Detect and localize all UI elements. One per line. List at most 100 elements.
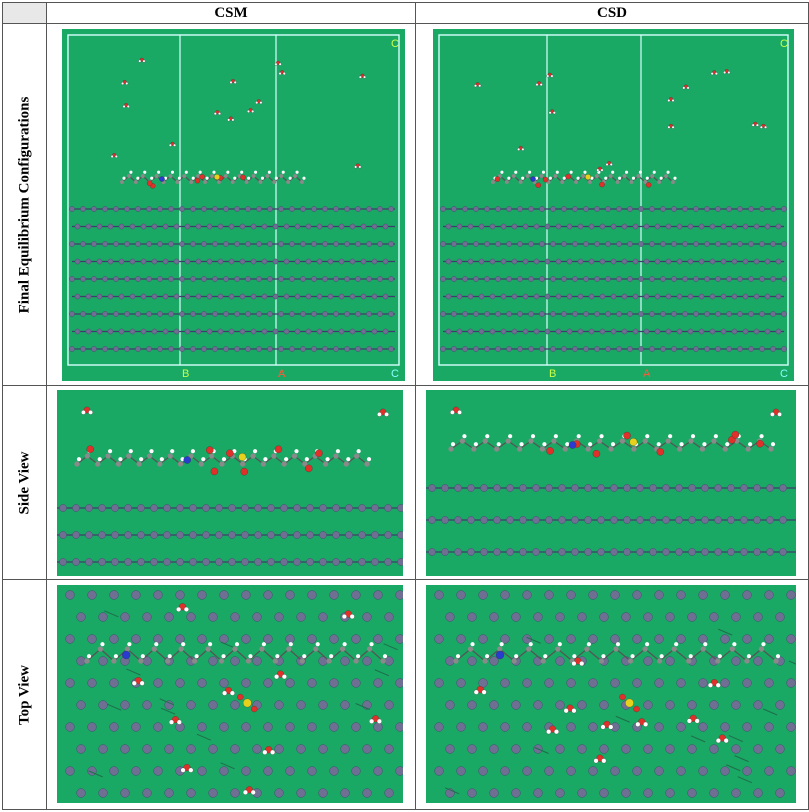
surface-atom [550, 241, 556, 247]
hydrogen-atom [114, 155, 118, 158]
surface-atom [533, 223, 540, 230]
hydrogen-atom [159, 457, 164, 462]
surface-atom [533, 293, 540, 300]
surface-atom [517, 276, 523, 282]
surface-atom [263, 722, 273, 732]
surface-atom [87, 722, 97, 732]
carbon-atom [165, 658, 171, 664]
hydrogen-atom [777, 412, 782, 417]
surface-atom [698, 328, 705, 335]
hydrogen-atom [679, 442, 684, 447]
carbon-atom [154, 174, 159, 178]
surface-atom [208, 612, 218, 622]
carbon-atom [366, 646, 373, 652]
surface-atom [274, 788, 284, 798]
surface-atom [441, 484, 449, 492]
hydrogen-atom [499, 642, 504, 647]
carbon-atom [467, 646, 474, 652]
top-csd-scene [434, 590, 796, 798]
hydrogen-atom [173, 143, 177, 147]
surface-atom [566, 722, 576, 732]
surface-atom [362, 656, 372, 666]
surface-atom [329, 590, 339, 600]
surface-atom [599, 223, 606, 230]
carbon-atom [525, 174, 530, 178]
carbon-atom [574, 180, 579, 184]
surface-atom [753, 328, 760, 335]
surface-atom [131, 766, 141, 776]
surface-atom [296, 788, 306, 798]
surface-atom [610, 484, 618, 492]
surface-atom [190, 311, 196, 317]
surface-atom [649, 206, 655, 212]
carbon-atom [636, 174, 641, 178]
surface-atom [742, 722, 752, 732]
hydrogen-atom [485, 434, 490, 439]
hydrogen-atom [725, 442, 730, 447]
surface-atom [489, 293, 496, 300]
surface-atom [358, 504, 366, 512]
carbon-atom [208, 453, 215, 459]
hydrogen-atom [723, 71, 727, 74]
surface-atom [594, 206, 600, 212]
surface-atom [539, 346, 545, 352]
carbon-atom [594, 174, 599, 178]
surface-atom [96, 223, 103, 230]
surface-atom [720, 766, 730, 776]
surface-atom [397, 558, 403, 566]
carbon-atom [189, 180, 194, 184]
surface-atom [665, 258, 672, 265]
hydrogen-atom [76, 457, 82, 462]
surface-atom [584, 548, 592, 556]
surface-atom [285, 678, 295, 688]
hydrogen-atom [88, 410, 93, 415]
oxygen-atom [592, 449, 601, 458]
surface-atom [764, 766, 774, 776]
surface-atom [753, 293, 760, 300]
surface-atom [85, 328, 92, 335]
surface-atom [693, 276, 699, 282]
carbon-atom [656, 658, 663, 664]
hydrogen-atom [263, 457, 268, 462]
hydrogen-atom [376, 718, 382, 724]
surface-atom [261, 223, 268, 230]
surface-atom [164, 744, 174, 754]
surface-atom [124, 206, 130, 212]
surface-atom [355, 206, 361, 212]
surface-atom [241, 766, 251, 776]
hydrogen-atom [770, 412, 775, 417]
surface-atom [146, 241, 152, 247]
hydrogen-atom [588, 442, 593, 447]
carbon-atom [272, 658, 279, 664]
surface-atom [252, 744, 262, 754]
surface-atom [278, 276, 284, 282]
surface-atom [377, 206, 383, 212]
surface-atom [731, 258, 738, 265]
hydrogen-atom [473, 442, 478, 447]
surface-atom [561, 276, 567, 282]
surface-atom [753, 700, 763, 710]
surface-atom [113, 346, 119, 352]
surface-atom [163, 558, 171, 566]
surface-atom [781, 311, 787, 317]
surface-atom [522, 722, 532, 732]
surface-atom [522, 328, 529, 335]
surface-atom [660, 346, 666, 352]
carbon-atom [223, 174, 228, 178]
faint-bond [726, 764, 741, 772]
surface-atom [555, 293, 562, 300]
surface-atom [440, 206, 446, 212]
surface-atom [698, 678, 708, 688]
hydrogen-atom [274, 62, 278, 66]
surface-atom [583, 311, 589, 317]
surface-atom [230, 788, 240, 798]
surface-atom [245, 346, 251, 352]
hydrogen-atom [643, 721, 649, 727]
surface-atom [212, 206, 218, 212]
carbon-atom [615, 180, 620, 184]
surface-atom [720, 590, 730, 600]
hydrogen-atom [542, 442, 547, 447]
hydrogen-atom [140, 654, 145, 659]
surface-atom [76, 612, 86, 622]
surface-atom [113, 276, 119, 282]
